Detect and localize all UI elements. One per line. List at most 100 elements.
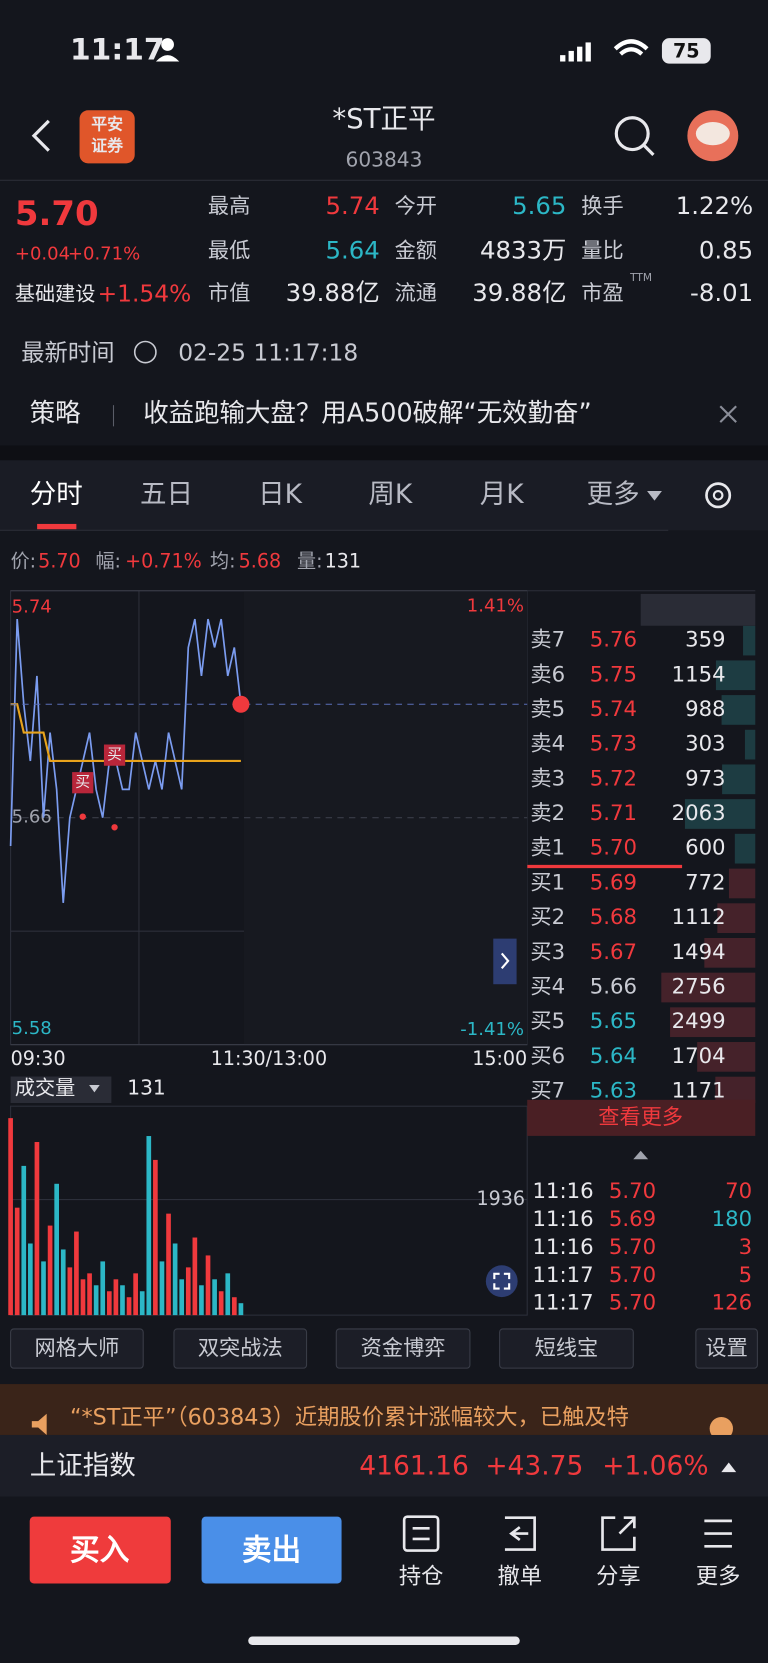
book-volume: 988 xyxy=(685,697,725,722)
settings-button[interactable] xyxy=(705,482,732,509)
volume-bar xyxy=(212,1279,217,1316)
buy-label: 买入 xyxy=(70,1533,130,1568)
expand-icon xyxy=(721,1462,737,1473)
index-value: 4161.16 xyxy=(359,1450,469,1481)
notice-text[interactable]: “*ST正平”（603843）近期股价累计涨幅较大，已触及特 xyxy=(70,1405,629,1431)
volume-bar xyxy=(179,1279,185,1316)
bottom-tool[interactable]: 分享 xyxy=(596,1564,641,1590)
tool-label: 网格大师 xyxy=(34,1336,119,1361)
book-price: 5.64 xyxy=(590,1044,637,1069)
wifi-icon xyxy=(613,39,649,56)
fullscreen-button[interactable] xyxy=(485,1265,518,1298)
book-level: 买4 xyxy=(530,975,565,1000)
tool-button[interactable] xyxy=(499,1328,634,1369)
book-price: 5.72 xyxy=(590,766,637,791)
sector-change: +1.54% xyxy=(98,279,192,307)
ask-volume-bar xyxy=(684,799,756,829)
notice-close[interactable] xyxy=(709,1416,733,1441)
expand-book-button[interactable] xyxy=(493,938,517,985)
volume-bar xyxy=(225,1273,231,1316)
trade-time: 11:16 xyxy=(533,1235,594,1260)
index-bar[interactable] xyxy=(0,1434,768,1497)
volume-bar xyxy=(21,1165,27,1316)
ask-volume-bar xyxy=(721,695,756,725)
dropdown-icon xyxy=(647,491,662,501)
stat-value: 4833万 xyxy=(480,235,566,264)
tab[interactable]: 周K xyxy=(368,479,413,510)
volume-bar xyxy=(93,1285,99,1316)
bottom-tool[interactable]: 撤单 xyxy=(498,1564,543,1590)
battery-level: 75 xyxy=(673,39,700,62)
tab[interactable]: 五日 xyxy=(140,479,193,510)
book-volume: 973 xyxy=(685,766,725,791)
tab[interactable]: 月K xyxy=(480,479,525,510)
buy-button[interactable] xyxy=(29,1516,171,1584)
stat-value: 1.22% xyxy=(676,191,753,220)
volume-title: 成交量 xyxy=(15,1076,75,1100)
book-volume: 1704 xyxy=(672,1044,726,1069)
sell-label: 卖出 xyxy=(242,1533,301,1568)
tab[interactable]: 更多 xyxy=(587,479,640,510)
tab-bar xyxy=(0,460,768,531)
book-level: 卖7 xyxy=(530,628,565,653)
book-price: 5.74 xyxy=(590,697,637,722)
ask-volume-bar xyxy=(722,764,756,795)
stat-value: 39.88亿 xyxy=(286,278,380,307)
bottom-tool[interactable]: 持仓 xyxy=(399,1564,444,1590)
bottom-tool[interactable]: 更多 xyxy=(696,1564,741,1590)
buy-marker xyxy=(72,772,94,794)
volume-bar xyxy=(146,1136,152,1316)
index-change-pct: +1.06% xyxy=(602,1450,708,1481)
tool-button[interactable] xyxy=(335,1328,471,1369)
y-tick-label: 5.66 xyxy=(12,807,52,828)
book-price: 5.73 xyxy=(590,732,637,757)
bottom-icons xyxy=(402,1515,732,1552)
tab[interactable]: 分时 xyxy=(30,479,83,510)
book-price: 5.70 xyxy=(590,836,637,861)
more-button[interactable]: 查看更多 xyxy=(598,1105,683,1130)
status-time: 11:17 xyxy=(70,32,165,67)
trade-price: 5.70 xyxy=(609,1235,656,1260)
update-label: 最新时间 xyxy=(21,339,114,367)
close-news[interactable] xyxy=(719,405,737,423)
trade-price: 5.70 xyxy=(609,1263,656,1288)
index-name: 上证指数 xyxy=(30,1450,136,1481)
volume-bar xyxy=(172,1243,178,1316)
stat-value: 5.64 xyxy=(325,235,379,264)
book-level: 卖1 xyxy=(530,836,565,861)
book-price: 5.63 xyxy=(590,1079,637,1104)
book-volume: 2063 xyxy=(672,801,726,826)
x-tick-label: 09:30 xyxy=(11,1047,66,1070)
sell-button[interactable] xyxy=(201,1516,342,1584)
volume-bar xyxy=(192,1237,198,1316)
stat-label: 量比 xyxy=(581,238,623,263)
volume-tick-label: 1936 xyxy=(477,1187,526,1210)
news-text[interactable]: 收益跑输大盘？用A500破解“无效勤奋” xyxy=(143,399,591,429)
volume-bar xyxy=(185,1267,191,1316)
news-tag: 策略 xyxy=(30,399,81,429)
dropdown-icon xyxy=(89,1084,100,1093)
stock-code: 603843 xyxy=(346,148,423,172)
book-price: 5.66 xyxy=(590,975,637,1000)
buy-marker-label: 买 xyxy=(75,774,90,791)
book-level: 卖3 xyxy=(530,766,565,791)
back-button[interactable] xyxy=(31,119,50,152)
volume-bar xyxy=(60,1249,66,1316)
tab[interactable]: 日K xyxy=(258,479,303,510)
search-button[interactable] xyxy=(614,116,650,152)
book-level: 卖5 xyxy=(530,697,565,722)
user-icon xyxy=(161,38,174,51)
tool-button[interactable] xyxy=(10,1328,144,1369)
volume-bar xyxy=(113,1279,119,1316)
tool-button[interactable] xyxy=(695,1328,758,1369)
tool-label: 短线宝 xyxy=(535,1336,599,1361)
settings-button xyxy=(712,489,724,501)
stat-label: 金额 xyxy=(395,238,437,263)
info-value: 131 xyxy=(325,550,361,573)
stat-label: 换手 xyxy=(581,194,623,219)
volume-bar xyxy=(54,1183,60,1316)
tool-button[interactable] xyxy=(173,1328,308,1369)
y-tick-label: 5.58 xyxy=(12,1018,52,1039)
volume-bar xyxy=(67,1267,73,1316)
book-level: 卖4 xyxy=(530,732,565,757)
